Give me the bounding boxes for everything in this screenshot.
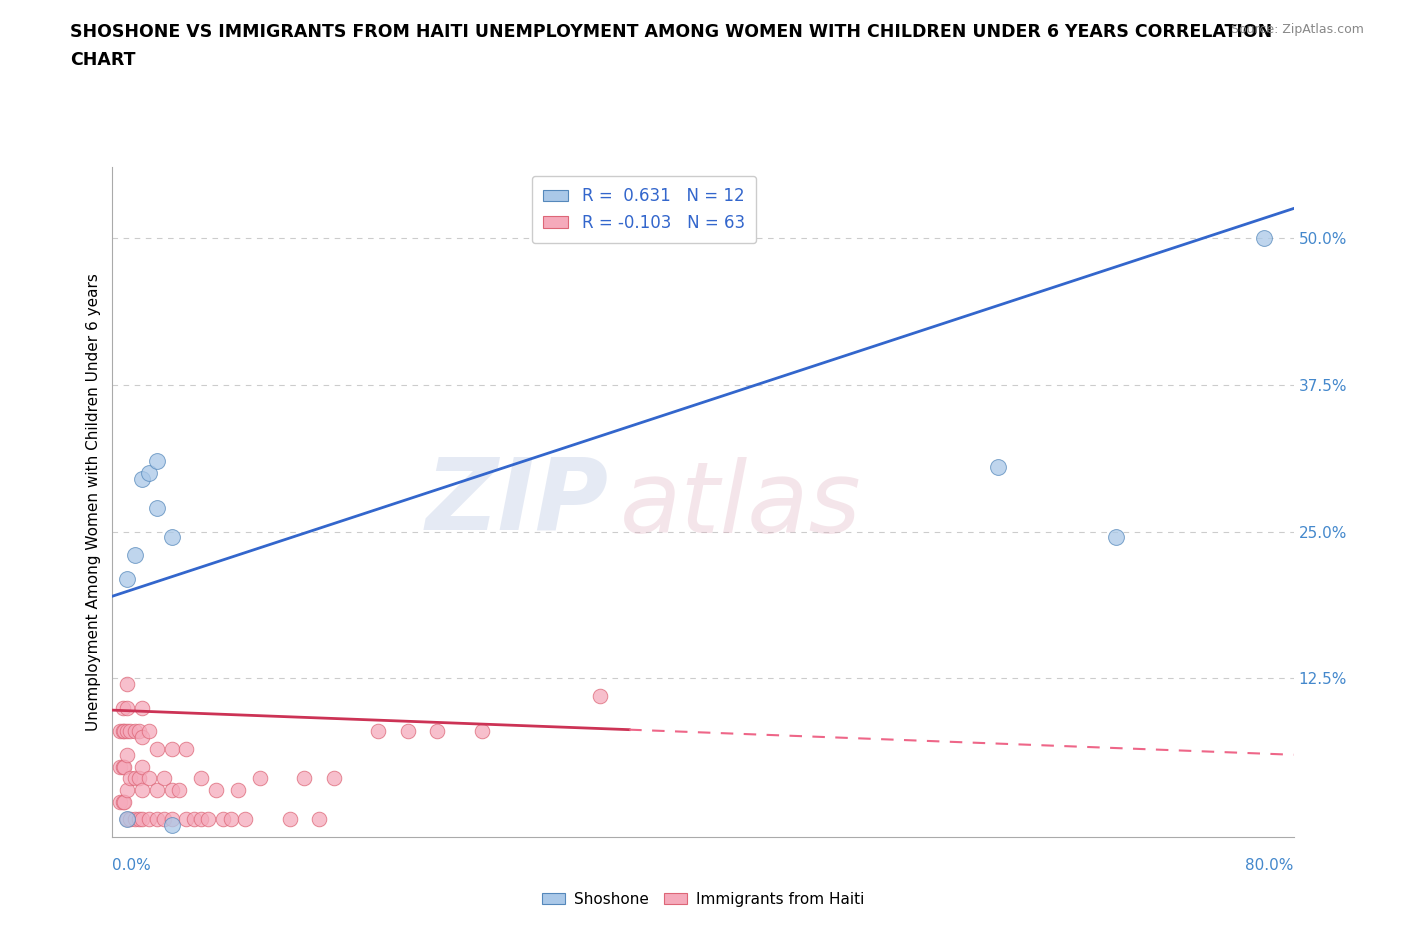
Point — [160, 812, 183, 827]
Point — [278, 812, 301, 827]
Point — [426, 724, 449, 738]
Point — [108, 759, 131, 774]
Point — [120, 724, 142, 738]
Point — [190, 771, 212, 786]
Point — [153, 812, 176, 827]
Point — [205, 782, 228, 797]
Point — [249, 771, 271, 786]
Point — [117, 782, 138, 797]
Point — [1105, 530, 1128, 545]
Text: atlas: atlas — [620, 457, 862, 554]
Point — [219, 812, 242, 827]
Point — [146, 454, 169, 469]
Point — [120, 771, 142, 786]
Point — [131, 700, 153, 715]
Point — [117, 571, 138, 586]
Point — [396, 724, 419, 738]
Text: 0.0%: 0.0% — [112, 857, 152, 872]
Point — [470, 724, 494, 738]
Point — [131, 782, 153, 797]
Point — [183, 812, 205, 827]
Y-axis label: Unemployment Among Women with Children Under 6 years: Unemployment Among Women with Children U… — [86, 273, 101, 731]
Point — [1253, 231, 1275, 246]
Point — [124, 724, 146, 738]
Point — [128, 812, 150, 827]
Point — [233, 812, 256, 827]
Point — [153, 771, 176, 786]
Point — [226, 782, 249, 797]
Point — [367, 724, 389, 738]
Point — [117, 812, 138, 827]
Point — [160, 817, 183, 832]
Point — [124, 548, 146, 563]
Point — [131, 812, 153, 827]
Point — [112, 724, 135, 738]
Text: CHART: CHART — [70, 51, 136, 69]
Point — [111, 794, 134, 809]
Point — [128, 724, 150, 738]
Point — [190, 812, 212, 827]
Point — [174, 741, 197, 756]
Text: SHOSHONE VS IMMIGRANTS FROM HAITI UNEMPLOYMENT AMONG WOMEN WITH CHILDREN UNDER 6: SHOSHONE VS IMMIGRANTS FROM HAITI UNEMPL… — [70, 23, 1272, 41]
Point — [131, 730, 153, 745]
Point — [108, 794, 131, 809]
Point — [160, 782, 183, 797]
Point — [124, 771, 146, 786]
Point — [197, 812, 219, 827]
Point — [111, 724, 134, 738]
Point — [117, 812, 138, 827]
Point — [212, 812, 235, 827]
Point — [131, 472, 153, 486]
Point — [112, 794, 135, 809]
Point — [111, 759, 134, 774]
Text: ZIP: ZIP — [426, 454, 609, 551]
Legend: R =  0.631   N = 12, R = -0.103   N = 63: R = 0.631 N = 12, R = -0.103 N = 63 — [531, 176, 756, 244]
Point — [138, 771, 160, 786]
Point — [160, 530, 183, 545]
Point — [124, 812, 146, 827]
Point — [308, 812, 330, 827]
Point — [128, 771, 150, 786]
Point — [117, 700, 138, 715]
Point — [117, 724, 138, 738]
Point — [131, 759, 153, 774]
Point — [588, 688, 610, 703]
Point — [146, 782, 169, 797]
Point — [138, 812, 160, 827]
Point — [292, 771, 315, 786]
Point — [160, 741, 183, 756]
Point — [117, 677, 138, 692]
Point — [117, 748, 138, 763]
Point — [146, 741, 169, 756]
Point — [987, 459, 1010, 474]
Point — [146, 812, 169, 827]
Point — [323, 771, 346, 786]
Point — [108, 724, 131, 738]
Point — [146, 500, 169, 515]
Legend: Shoshone, Immigrants from Haiti: Shoshone, Immigrants from Haiti — [536, 886, 870, 913]
Point — [174, 812, 197, 827]
Point — [120, 812, 142, 827]
Point — [111, 700, 134, 715]
Text: Source: ZipAtlas.com: Source: ZipAtlas.com — [1230, 23, 1364, 36]
Point — [112, 759, 135, 774]
Point — [167, 782, 190, 797]
Point — [138, 465, 160, 480]
Point — [138, 724, 160, 738]
Text: 80.0%: 80.0% — [1246, 857, 1294, 872]
